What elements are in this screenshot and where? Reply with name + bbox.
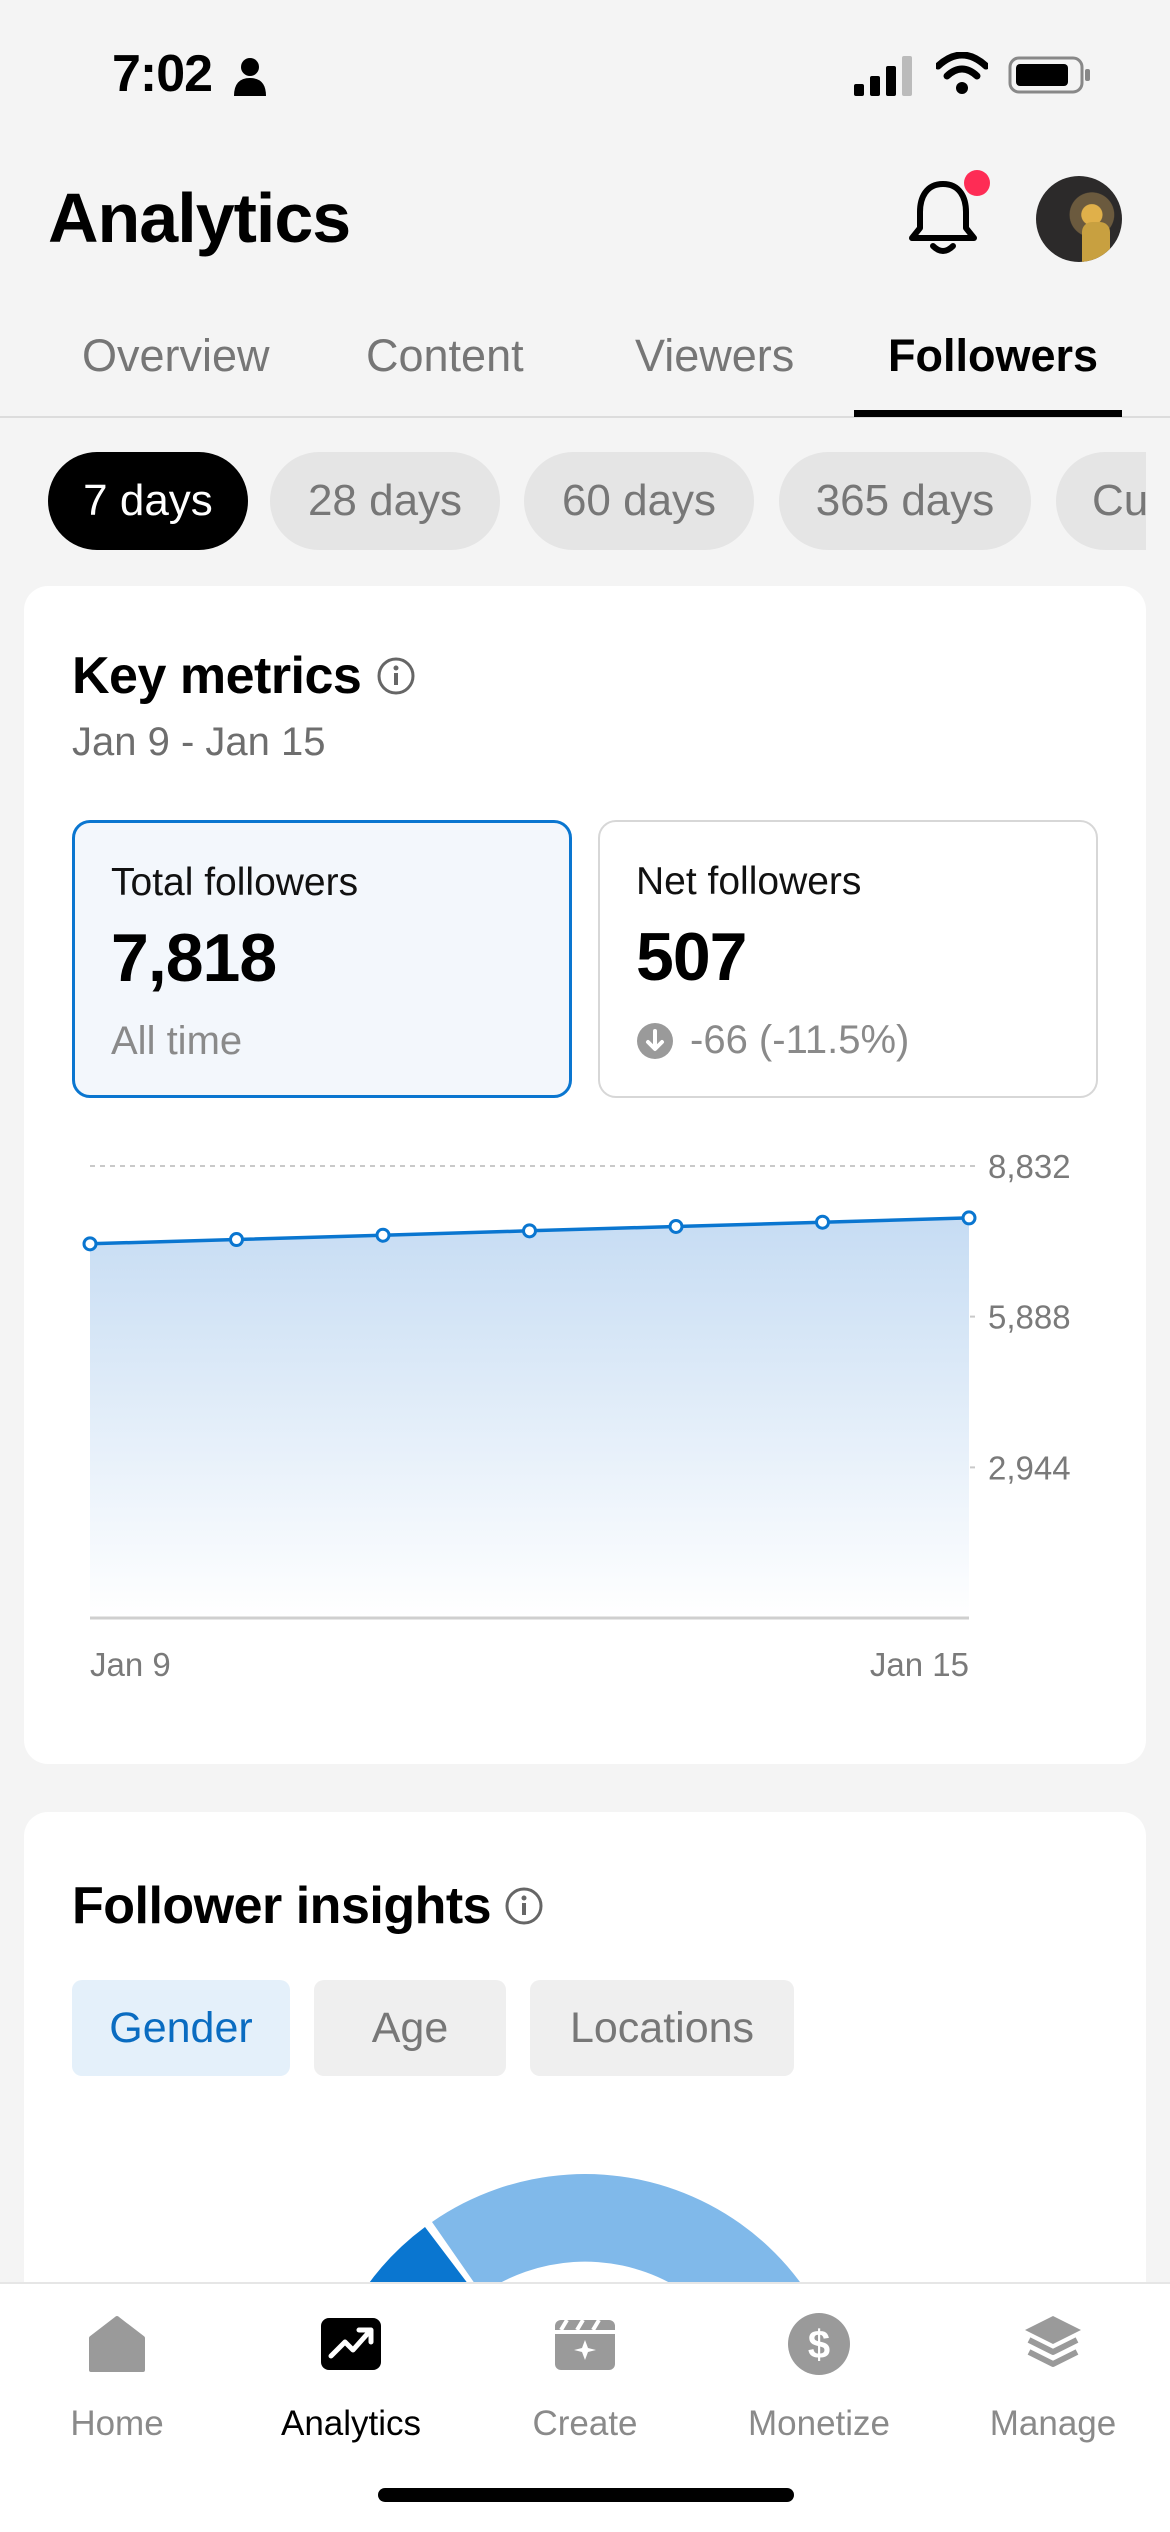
analytics-tabs: Overview Content Viewers Followers	[0, 320, 1170, 418]
svg-text:$: $	[808, 2323, 830, 2367]
battery-icon	[1008, 56, 1090, 94]
insight-tab-age[interactable]: Age	[314, 1980, 506, 2076]
nav-monetize-label: Monetize	[747, 2404, 891, 2443]
chart-data-point	[961, 1210, 977, 1226]
home-icon	[89, 2316, 145, 2372]
bottom-nav: Home Analytics Create $ Monetize Mana	[0, 2282, 1170, 2532]
nav-create[interactable]: Create	[468, 2304, 702, 2454]
donut-segment-female	[432, 2174, 853, 2442]
range-chip-365-days[interactable]: 365 days	[779, 452, 1031, 550]
chart-data-point	[815, 1214, 830, 1230]
net-followers-delta: -66 (-11.5%)	[690, 1018, 910, 1062]
total-followers-sub: All time	[111, 1019, 243, 1063]
chart-y-tick-label: 8,832	[988, 1148, 1071, 1185]
person-icon	[234, 58, 266, 96]
notification-badge	[964, 170, 990, 196]
net-followers-card[interactable]: Net followers 507 -66 (-11.5%)	[598, 820, 1098, 1098]
bell-icon[interactable]	[906, 176, 980, 258]
tab-viewers[interactable]: Viewers	[635, 330, 795, 381]
nav-manage[interactable]: Manage	[936, 2304, 1170, 2454]
nav-create-label: Create	[532, 2404, 638, 2443]
total-followers-card[interactable]: Total followers 7,818 All time	[72, 820, 572, 1098]
tab-content[interactable]: Content	[366, 330, 524, 381]
dollar-icon: $	[788, 2313, 850, 2375]
layers-icon	[1025, 2316, 1081, 2367]
range-selector: 7 days 28 days 60 days 365 days Cu	[48, 452, 1146, 550]
wifi-icon	[936, 52, 988, 94]
chart-data-point	[522, 1223, 537, 1239]
nav-analytics-label: Analytics	[280, 2404, 422, 2443]
page-title: Analytics	[48, 179, 351, 257]
create-icon	[555, 2318, 615, 2370]
nav-analytics[interactable]: Analytics	[234, 2304, 468, 2454]
tab-followers[interactable]: Followers	[888, 330, 1099, 381]
chart-data-point	[82, 1236, 98, 1252]
insight-tab-locations[interactable]: Locations	[530, 1980, 794, 2076]
range-chip-7-days[interactable]: 7 days	[48, 452, 248, 550]
follower-insights-title: Follower insights	[72, 1877, 492, 1935]
chart-y-tick-label: 2,944	[988, 1449, 1071, 1486]
net-followers-label: Net followers	[636, 860, 862, 903]
nav-home[interactable]: Home	[0, 2304, 234, 2454]
tab-overview[interactable]: Overview	[82, 330, 270, 381]
status-bar: 7:02	[0, 0, 1170, 150]
chart-x-tick-label: Jan 15	[870, 1646, 969, 1683]
nav-monetize[interactable]: $ Monetize	[702, 2304, 936, 2454]
info-icon[interactable]	[504, 1886, 544, 1926]
chart-x-tick-label: Jan 9	[90, 1646, 171, 1683]
nav-home-label: Home	[70, 2404, 164, 2443]
info-icon[interactable]	[376, 656, 416, 696]
avatar[interactable]	[1036, 176, 1122, 262]
followers-chart: 8,832 5,888 2,944 Jan 9 Jan 15	[82, 1148, 1071, 1683]
total-followers-value: 7,818	[111, 920, 277, 996]
nav-manage-label: Manage	[989, 2404, 1117, 2443]
insight-tab-gender[interactable]: Gender	[72, 1980, 290, 2076]
chart-y-tick-label: 5,888	[988, 1299, 1071, 1336]
arrow-down-icon	[637, 1023, 673, 1059]
range-chip-custom[interactable]: Cu	[1056, 452, 1146, 550]
signal-icon	[854, 56, 912, 96]
tab-active-indicator	[854, 410, 1122, 417]
date-range: Jan 9 - Jan 15	[72, 720, 326, 764]
home-indicator	[378, 2488, 794, 2502]
range-chip-60-days[interactable]: 60 days	[524, 452, 754, 550]
key-metrics-title: Key metrics	[72, 647, 362, 705]
range-chip-28-days[interactable]: 28 days	[270, 452, 500, 550]
net-followers-value: 507	[636, 919, 747, 995]
chart-data-point	[375, 1227, 391, 1243]
key-metrics-card: Key metrics Jan 9 - Jan 15 Total followe…	[24, 586, 1146, 1764]
chart-data-point	[668, 1218, 684, 1234]
total-followers-label: Total followers	[111, 861, 359, 904]
analytics-icon	[321, 2318, 381, 2370]
chart-data-point	[229, 1232, 244, 1248]
status-time: 7:02	[112, 45, 213, 103]
chart-area-fill	[90, 1217, 969, 1618]
